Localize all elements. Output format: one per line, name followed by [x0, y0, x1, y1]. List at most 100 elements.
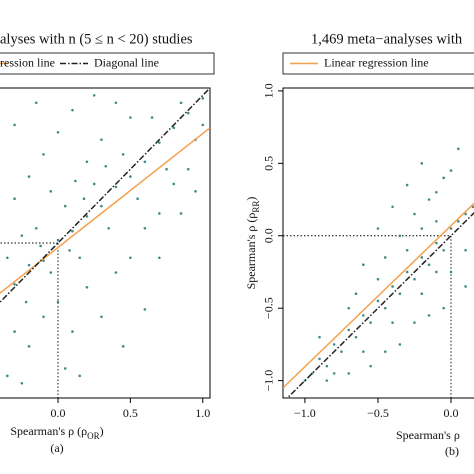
- point: [34, 226, 38, 230]
- point: [347, 372, 351, 375]
- point: [391, 321, 394, 324]
- point: [347, 328, 351, 332]
- point: [24, 300, 28, 304]
- point: [435, 270, 438, 274]
- point: [201, 123, 205, 127]
- point: [318, 357, 321, 361]
- point: [39, 244, 42, 248]
- y-tick-label: −1.0: [262, 370, 276, 392]
- y-tick-label: 0.5: [262, 156, 276, 171]
- x-tick-label: 0.5: [123, 406, 138, 420]
- legend-box: [0, 52, 215, 75]
- point: [413, 212, 416, 216]
- panel-label: (a): [50, 441, 63, 455]
- point: [85, 285, 89, 289]
- point: [332, 372, 336, 375]
- point: [20, 381, 24, 385]
- point: [369, 364, 372, 368]
- point: [362, 314, 365, 317]
- point: [63, 367, 67, 370]
- point: [391, 205, 394, 209]
- point: [179, 212, 183, 215]
- point: [427, 198, 431, 201]
- point: [413, 321, 416, 324]
- point: [107, 226, 110, 230]
- point: [194, 190, 197, 193]
- point: [114, 101, 118, 105]
- point: [325, 379, 329, 382]
- point: [71, 229, 74, 233]
- point: [49, 190, 53, 193]
- point: [13, 123, 16, 127]
- x-tick-label: 1.0: [195, 406, 210, 420]
- point: [13, 283, 16, 286]
- point: [150, 116, 154, 119]
- point: [420, 227, 424, 230]
- point: [340, 350, 343, 353]
- point: [376, 227, 380, 230]
- point: [435, 190, 438, 194]
- point: [420, 162, 424, 165]
- label-part: OR: [87, 431, 100, 441]
- point: [100, 138, 103, 141]
- point: [100, 204, 103, 208]
- point: [383, 306, 387, 310]
- point: [464, 248, 467, 252]
- fit-line: [283, 202, 474, 389]
- point: [376, 277, 380, 281]
- point: [442, 176, 445, 180]
- point: [179, 101, 183, 105]
- point: [158, 212, 161, 215]
- point: [71, 108, 74, 112]
- point: [129, 256, 132, 260]
- point: [405, 270, 409, 274]
- x-tick-label: 0.0: [51, 406, 66, 420]
- point: [63, 204, 67, 208]
- point: [100, 315, 103, 319]
- point: [6, 374, 9, 378]
- point: [332, 343, 336, 346]
- legend-box: [282, 52, 474, 75]
- point: [56, 300, 60, 304]
- point: [449, 227, 453, 230]
- point: [464, 285, 467, 288]
- point: [34, 101, 38, 105]
- point: [13, 197, 16, 201]
- point: [85, 160, 89, 164]
- point: [68, 249, 71, 252]
- x-axis-label: Spearman's ρ: [396, 428, 460, 442]
- point: [121, 153, 125, 156]
- y-axis-label: Spearman's ρ (ρRR): [244, 197, 261, 290]
- point: [114, 185, 118, 189]
- point: [398, 292, 402, 296]
- point: [186, 167, 190, 171]
- point: [362, 350, 365, 353]
- point: [449, 169, 453, 172]
- point: [6, 256, 9, 260]
- point: [165, 167, 168, 171]
- point: [325, 364, 329, 368]
- point: [49, 271, 53, 274]
- point: [201, 97, 205, 100]
- label-part: Spearman's ρ (ρ: [10, 424, 87, 438]
- point: [56, 238, 60, 242]
- point: [405, 183, 409, 187]
- point: [143, 226, 147, 230]
- point: [74, 179, 77, 183]
- point: [383, 350, 387, 353]
- point: [27, 263, 31, 267]
- label-part: Spearman's ρ: [396, 428, 460, 442]
- x-axis-label: Spearman's ρ (ρOR): [10, 424, 103, 441]
- point: [92, 182, 96, 186]
- y-tick-label: 0.0: [262, 228, 276, 243]
- fit-line: [0, 88, 210, 304]
- point: [405, 248, 409, 252]
- point: [172, 182, 176, 186]
- point: [129, 175, 132, 178]
- point: [398, 343, 402, 346]
- point: [457, 147, 460, 151]
- plot-area: [0, 88, 210, 398]
- point: [354, 292, 358, 296]
